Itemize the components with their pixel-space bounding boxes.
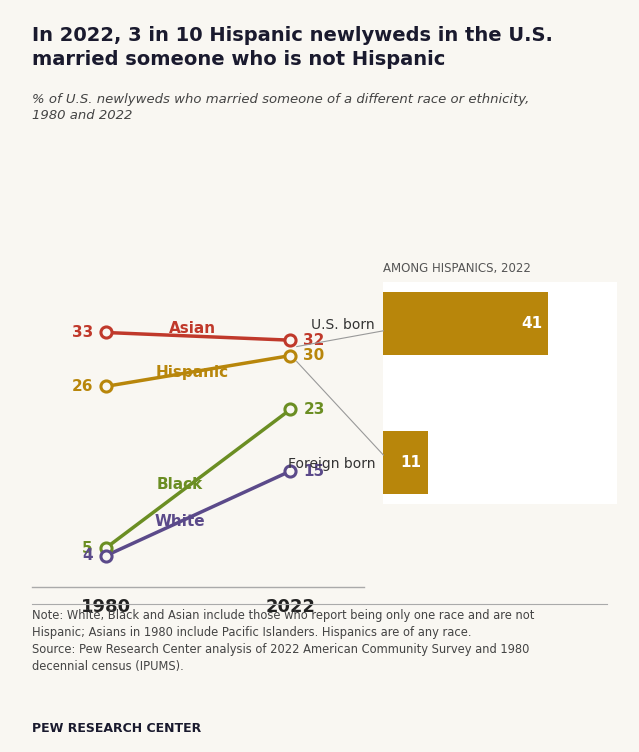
Text: 32: 32 (304, 332, 325, 347)
Text: 5: 5 (82, 541, 93, 556)
Text: 33: 33 (72, 325, 93, 340)
Text: Asian: Asian (169, 321, 216, 336)
Text: 11: 11 (401, 455, 422, 470)
Text: 26: 26 (72, 379, 93, 394)
Text: Note: White, Black and Asian include those who report being only one race and ar: Note: White, Black and Asian include tho… (32, 609, 534, 673)
Bar (383, 292, 548, 355)
Text: 23: 23 (304, 402, 325, 417)
Bar (383, 431, 427, 494)
Text: In 2022, 3 in 10 Hispanic newlyweds in the U.S.
married someone who is not Hispa: In 2022, 3 in 10 Hispanic newlyweds in t… (32, 26, 553, 69)
Text: 30: 30 (304, 348, 325, 363)
Text: 41: 41 (521, 316, 543, 331)
Text: 4: 4 (82, 548, 93, 563)
Text: Black: Black (157, 478, 203, 493)
Text: Hispanic: Hispanic (156, 365, 229, 380)
Text: AMONG HISPANICS, 2022: AMONG HISPANICS, 2022 (383, 262, 531, 275)
Text: White: White (154, 514, 205, 529)
Text: PEW RESEARCH CENTER: PEW RESEARCH CENTER (32, 722, 201, 735)
Text: % of U.S. newlyweds who married someone of a different race or ethnicity,
1980 a: % of U.S. newlyweds who married someone … (32, 93, 529, 123)
Text: 15: 15 (304, 463, 325, 478)
